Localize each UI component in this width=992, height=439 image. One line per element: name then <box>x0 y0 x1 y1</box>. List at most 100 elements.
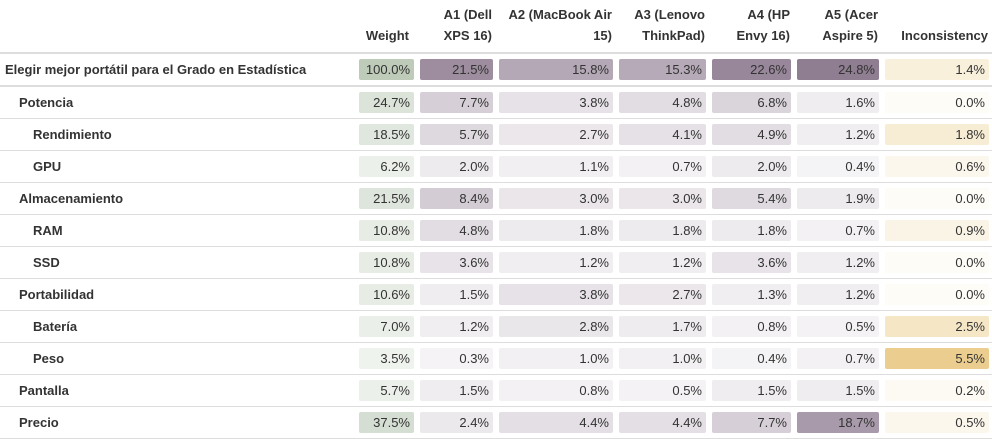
alt-a4-cell: 0.8% <box>712 316 791 337</box>
alt-a4-cell: 1.3% <box>712 284 791 305</box>
criterion-label: Pantalla <box>0 374 351 407</box>
weight-cell: 7.0% <box>359 316 414 337</box>
alt-a2-cell: 0.8% <box>499 380 613 401</box>
alt-a1-cell: 8.4% <box>420 188 493 209</box>
alt-a5-cell: 0.7% <box>797 220 879 241</box>
alt-a3-cell: 0.7% <box>619 156 706 177</box>
alt-a4-cell: 6.8% <box>712 92 791 113</box>
alt-a1-cell: 1.5% <box>420 380 493 401</box>
header-row: Weight A1 (Dell XPS 16) A2 (MacBook Air … <box>0 0 992 54</box>
alt-a1-cell: 3.6% <box>420 252 493 273</box>
inconsistency-cell: 0.6% <box>885 156 989 177</box>
alt-a3-cell: 1.0% <box>619 348 706 369</box>
alt-a5-cell: 1.2% <box>797 124 879 145</box>
inconsistency-cell: 1.8% <box>885 124 989 145</box>
alt-a4-cell: 2.0% <box>712 156 791 177</box>
alt-a3-cell: 15.3% <box>619 59 706 80</box>
inconsistency-cell: 2.5% <box>885 316 989 337</box>
alt-a3-cell: 1.7% <box>619 316 706 337</box>
table-row-ssd: SSD 10.8% 3.6% 1.2% 1.2% 3.6% 1.2% 0.0% <box>0 246 992 279</box>
inconsistency-cell: 0.2% <box>885 380 989 401</box>
criterion-label: Elegir mejor portátil para el Grado en E… <box>0 53 351 87</box>
alt-a4-cell: 4.9% <box>712 124 791 145</box>
header-alt-a5: A5 (Acer Aspire 5) <box>794 0 882 54</box>
alt-a2-cell: 2.7% <box>499 124 613 145</box>
inconsistency-cell: 1.4% <box>885 59 989 80</box>
criterion-label: Rendimiento <box>0 118 351 151</box>
table-row-portabilidad: Portabilidad 10.6% 1.5% 3.8% 2.7% 1.3% 1.2% 0.0… <box>0 278 992 311</box>
weight-cell: 18.5% <box>359 124 414 145</box>
alt-a3-cell: 2.7% <box>619 284 706 305</box>
criterion-label: Peso <box>0 342 351 375</box>
alt-a2-cell: 1.8% <box>499 220 613 241</box>
table-row-potencia: Potencia 24.7% 7.7% 3.8% 4.8% 6.8% 1.6% 0.0% <box>0 86 992 119</box>
criterion-label: Almacenamiento <box>0 182 351 215</box>
weight-cell: 3.5% <box>359 348 414 369</box>
table-body: Elegir mejor portátil para el Grado en E… <box>0 53 992 439</box>
inconsistency-cell: 0.0% <box>885 284 989 305</box>
weight-cell: 21.5% <box>359 188 414 209</box>
weight-cell: 10.8% <box>359 220 414 241</box>
criterion-label: GPU <box>0 150 351 183</box>
criterion-label: Potencia <box>0 86 351 119</box>
alt-a5-cell: 0.7% <box>797 348 879 369</box>
alt-a2-cell: 3.8% <box>499 284 613 305</box>
alt-a2-cell: 3.8% <box>499 92 613 113</box>
alt-a4-cell: 1.8% <box>712 220 791 241</box>
alt-a1-cell: 2.0% <box>420 156 493 177</box>
alt-a3-cell: 0.5% <box>619 380 706 401</box>
header-alt-a3: A3 (Lenovo ThinkPad) <box>616 0 709 54</box>
alt-a1-cell: 4.8% <box>420 220 493 241</box>
alt-a5-cell: 1.6% <box>797 92 879 113</box>
inconsistency-cell: 0.0% <box>885 92 989 113</box>
alt-a3-cell: 1.2% <box>619 252 706 273</box>
header-weight: Weight <box>351 0 417 54</box>
header-inconsistency: Inconsistency <box>882 0 992 54</box>
alt-a1-cell: 1.5% <box>420 284 493 305</box>
alt-a4-cell: 1.5% <box>712 380 791 401</box>
alt-a2-cell: 2.8% <box>499 316 613 337</box>
inconsistency-cell: 0.0% <box>885 188 989 209</box>
weight-cell: 6.2% <box>359 156 414 177</box>
alt-a1-cell: 5.7% <box>420 124 493 145</box>
criterion-label: SSD <box>0 246 351 279</box>
alt-a5-cell: 1.9% <box>797 188 879 209</box>
header-alt-a2: A2 (MacBook Air 15) <box>496 0 616 54</box>
table-row-pantalla: Pantalla 5.7% 1.5% 0.8% 0.5% 1.5% 1.5% 0.2% <box>0 374 992 407</box>
alt-a1-cell: 0.3% <box>420 348 493 369</box>
alt-a2-cell: 15.8% <box>499 59 613 80</box>
alt-a4-cell: 3.6% <box>712 252 791 273</box>
alt-a5-cell: 1.2% <box>797 252 879 273</box>
alt-a1-cell: 7.7% <box>420 92 493 113</box>
alt-a5-cell: 24.8% <box>797 59 879 80</box>
criterion-label: Portabilidad <box>0 278 351 311</box>
weight-cell: 10.6% <box>359 284 414 305</box>
table-row-almacenamiento: Almacenamiento 21.5% 8.4% 3.0% 3.0% 5.4% 1.9% 0… <box>0 182 992 215</box>
inconsistency-cell: 0.0% <box>885 252 989 273</box>
alt-a3-cell: 3.0% <box>619 188 706 209</box>
alt-a4-cell: 0.4% <box>712 348 791 369</box>
header-criterion <box>0 0 351 54</box>
inconsistency-cell: 5.5% <box>885 348 989 369</box>
alt-a1-cell: 1.2% <box>420 316 493 337</box>
alt-a5-cell: 1.5% <box>797 380 879 401</box>
alt-a2-cell: 1.1% <box>499 156 613 177</box>
weight-cell: 100.0% <box>359 59 414 80</box>
table-row-bateria: Batería 7.0% 1.2% 2.8% 1.7% 0.8% 0.5% 2.5% <box>0 310 992 343</box>
header-alt-a1: A1 (Dell XPS 16) <box>417 0 496 54</box>
inconsistency-cell: 0.9% <box>885 220 989 241</box>
weight-cell: 5.7% <box>359 380 414 401</box>
table-row-peso: Peso 3.5% 0.3% 1.0% 1.0% 0.4% 0.7% 5.5% <box>0 342 992 375</box>
criterion-label: Batería <box>0 310 351 343</box>
weight-cell: 24.7% <box>359 92 414 113</box>
alt-a3-cell: 4.1% <box>619 124 706 145</box>
alt-a3-cell: 1.8% <box>619 220 706 241</box>
alt-a2-cell: 1.2% <box>499 252 613 273</box>
alt-a5-cell: 1.2% <box>797 284 879 305</box>
table-row-rendimiento: Rendimiento 18.5% 5.7% 2.7% 4.1% 4.9% 1.2% 1.8% <box>0 118 992 151</box>
alt-a1-cell: 21.5% <box>420 59 493 80</box>
alt-a4-cell: 22.6% <box>712 59 791 80</box>
criterion-label: RAM <box>0 214 351 247</box>
alt-a2-cell: 3.0% <box>499 188 613 209</box>
